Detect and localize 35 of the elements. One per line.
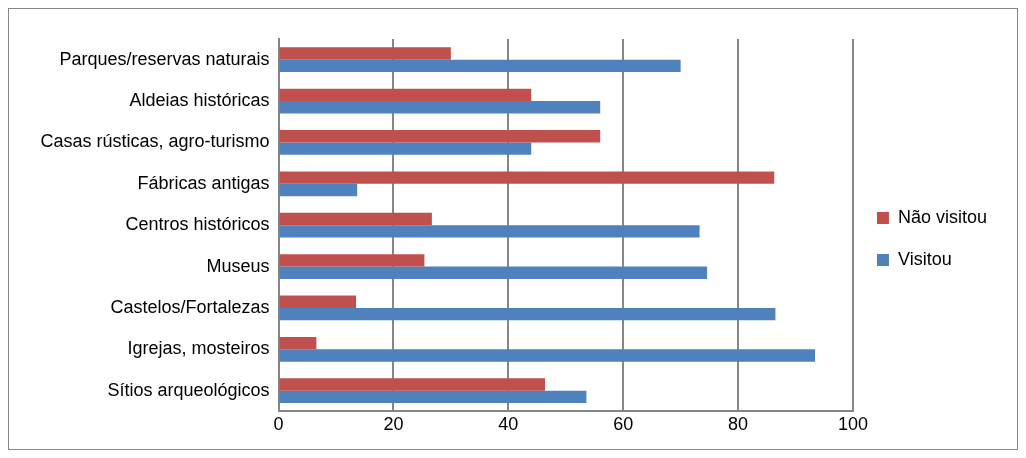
y-tick-label: Casas rústicas, agro-turismo: [40, 131, 270, 152]
bar: [279, 59, 681, 73]
bar: [279, 183, 358, 197]
x-tick-label: 80: [728, 414, 749, 435]
x-tick-label: 60: [613, 414, 634, 435]
bar: [279, 130, 601, 143]
y-tick-label: Aldeias históricas: [129, 90, 270, 111]
legend-label: Não visitou: [897, 206, 987, 227]
y-tick-label: Parques/reservas naturais: [59, 48, 270, 69]
bar: [279, 88, 532, 102]
bar: [279, 171, 775, 184]
y-tick-label: Castelos/Fortalezas: [110, 296, 270, 317]
x-tick-label: 40: [498, 414, 519, 435]
bar: [279, 101, 601, 114]
bar: [279, 336, 317, 350]
legend-label: Visitou: [897, 248, 952, 269]
y-tick-label: Fábricas antigas: [137, 172, 270, 193]
y-tick-label: Igrejas, mosteiros: [127, 338, 270, 359]
x-tick-label: 100: [837, 414, 868, 435]
bar: [279, 349, 816, 362]
y-tick-label: Sítios arqueológicos: [107, 379, 270, 400]
bar: [279, 142, 532, 155]
y-tick-label: Museus: [206, 255, 270, 276]
x-tick-label: 0: [273, 414, 284, 435]
bar: [279, 212, 432, 226]
bar: [279, 378, 546, 391]
bar: [279, 295, 357, 308]
x-tick-label: 20: [383, 414, 404, 435]
bar: [279, 390, 587, 404]
bar: [279, 307, 776, 321]
y-tick-label: Centros históricos: [125, 214, 270, 235]
bar: [279, 47, 451, 60]
bar: [279, 254, 425, 267]
bar: [279, 225, 700, 238]
bar: [279, 266, 708, 279]
